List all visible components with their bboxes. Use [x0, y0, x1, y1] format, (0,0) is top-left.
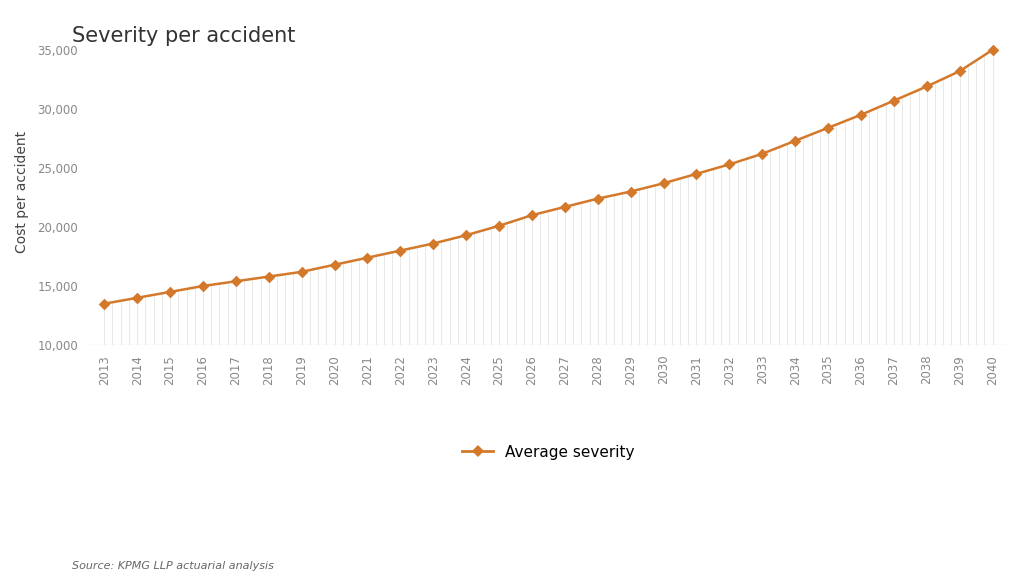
- Point: [195, 282, 211, 291]
- Point: [754, 149, 770, 159]
- Point: [984, 45, 1000, 54]
- Point: [260, 272, 276, 281]
- Point: [227, 276, 244, 286]
- Point: [359, 253, 376, 263]
- Point: [919, 82, 935, 91]
- Point: [820, 123, 837, 133]
- Point: [951, 66, 968, 76]
- Text: Severity per accident: Severity per accident: [72, 26, 295, 46]
- Legend: Average severity: Average severity: [456, 439, 641, 466]
- Point: [886, 96, 902, 105]
- Point: [688, 169, 705, 178]
- Point: [787, 136, 804, 145]
- Point: [523, 211, 540, 220]
- Point: [490, 221, 507, 230]
- Point: [425, 239, 441, 248]
- Point: [162, 287, 178, 297]
- Point: [721, 160, 737, 169]
- Point: [458, 231, 474, 240]
- Point: [294, 267, 310, 276]
- Point: [557, 203, 573, 212]
- Point: [392, 246, 409, 255]
- Point: [623, 187, 639, 196]
- Point: [96, 299, 113, 308]
- Point: [853, 110, 869, 119]
- Point: [327, 260, 343, 269]
- Y-axis label: Cost per accident: Cost per accident: [15, 130, 29, 253]
- Point: [655, 179, 672, 188]
- Text: Source: KPMG LLP actuarial analysis: Source: KPMG LLP actuarial analysis: [72, 561, 273, 571]
- Point: [129, 293, 145, 302]
- Point: [590, 194, 606, 203]
